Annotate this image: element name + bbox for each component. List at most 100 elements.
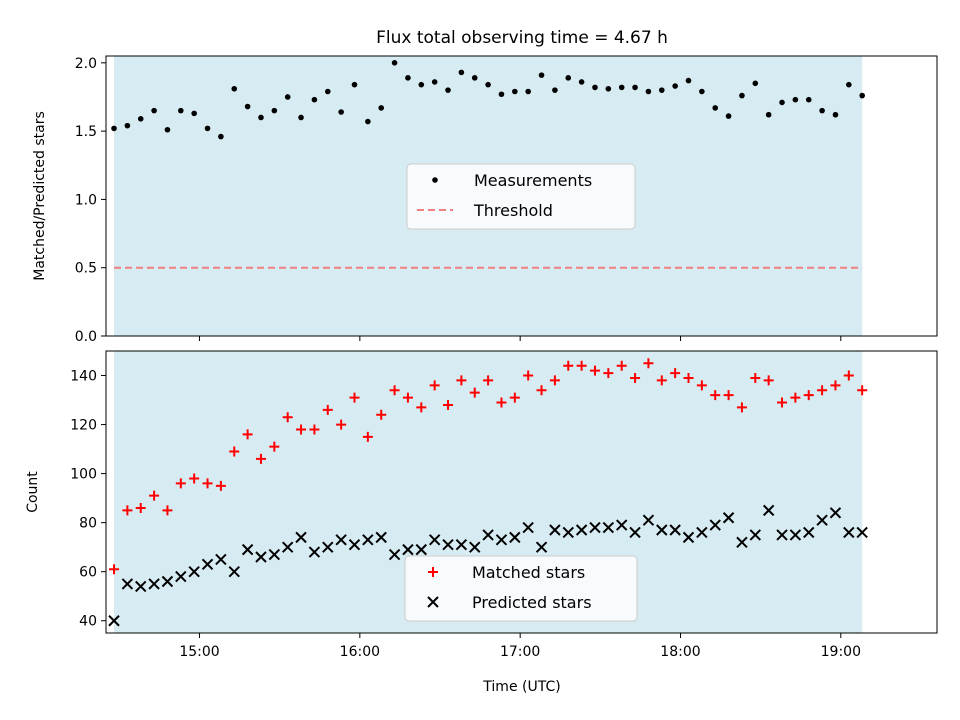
count-point — [229, 446, 240, 457]
count-point — [763, 375, 774, 386]
ratio-legend-label-1: Threshold — [473, 201, 553, 220]
count-point — [201, 558, 214, 571]
count-point — [135, 580, 147, 593]
count-point — [376, 409, 387, 420]
ratio-point — [565, 75, 572, 81]
count-y-tick-label-3: 100 — [70, 467, 97, 483]
ratio-point — [538, 72, 545, 78]
count-point — [442, 539, 454, 551]
ratio-point — [324, 88, 331, 95]
ratio-point — [431, 79, 438, 85]
count-point — [789, 529, 802, 541]
count-point — [736, 402, 747, 413]
count-point — [456, 375, 467, 386]
count-point — [709, 519, 721, 531]
ratio-point — [846, 81, 852, 88]
count-point — [536, 385, 547, 396]
ratio-point — [859, 92, 865, 99]
count-point — [215, 480, 226, 491]
count-point — [575, 524, 588, 536]
count-legend-marker-0 — [428, 567, 438, 577]
bottom-y-axis-label: Count — [25, 471, 41, 513]
count-point — [829, 507, 842, 519]
count-point — [830, 380, 841, 391]
ratio-point — [805, 96, 812, 103]
count-point — [362, 431, 373, 442]
count-point — [242, 429, 253, 440]
count-point — [603, 368, 614, 379]
count-point — [149, 490, 160, 501]
ratio-point — [685, 77, 692, 84]
ratio-legend-label-0: Measurements — [474, 171, 592, 190]
ratio-point — [752, 80, 759, 87]
count-point — [175, 570, 187, 583]
count-point — [308, 546, 321, 558]
count-point — [776, 529, 788, 541]
count-point — [188, 565, 200, 578]
count-legend-label-0: Matched stars — [472, 563, 585, 582]
ratio-point — [178, 107, 184, 114]
count-point — [602, 521, 615, 534]
ratio-point — [578, 79, 585, 85]
ratio-point — [498, 91, 505, 98]
count-point — [750, 372, 761, 383]
count-point — [696, 380, 707, 391]
count-legend-label-1: Predicted stars — [472, 593, 592, 612]
count-point — [362, 534, 374, 546]
count-point — [349, 392, 360, 403]
count-point — [108, 615, 120, 627]
count-point — [535, 541, 548, 553]
count-point — [469, 387, 480, 398]
count-point — [255, 551, 267, 563]
count-point — [295, 531, 307, 544]
ratio-point — [164, 126, 171, 133]
count-point — [549, 524, 561, 536]
x-tick-label-0: 15:00 — [179, 644, 219, 660]
count-point — [309, 424, 320, 435]
count-point — [228, 565, 240, 578]
ratio-point — [124, 122, 131, 129]
count-point — [135, 502, 146, 513]
count-point — [296, 424, 307, 435]
count-point — [402, 392, 413, 403]
count-point — [630, 372, 641, 383]
ratio-point — [271, 107, 278, 114]
ratio-point — [712, 105, 719, 111]
count-point — [509, 392, 520, 403]
ratio-y-tick-label-3: 1.5 — [75, 124, 97, 140]
count-point — [322, 404, 333, 415]
ratio-point — [137, 116, 144, 122]
ratio-point — [658, 87, 665, 93]
ratio-point — [725, 113, 732, 119]
ratio-point — [605, 85, 612, 92]
count-point — [816, 514, 828, 526]
count-point — [255, 453, 266, 464]
x-tick-label-3: 18:00 — [660, 644, 700, 660]
ratio-point — [458, 69, 465, 76]
ratio-point — [258, 114, 264, 121]
count-point — [348, 539, 361, 551]
count-point — [790, 392, 801, 403]
count-legend-box — [404, 555, 638, 622]
count-point — [696, 526, 708, 539]
count-point — [482, 529, 494, 541]
ratio-point — [231, 85, 238, 92]
count-point — [857, 385, 868, 396]
count-point — [549, 375, 560, 386]
count-point — [428, 534, 441, 546]
count-point — [616, 360, 627, 371]
count-point — [615, 519, 628, 531]
x-tick-label-4: 19:00 — [821, 644, 861, 660]
top-y-axis-label: Matched/Predicted stars — [32, 111, 48, 281]
count-y-tick-label-2: 80 — [79, 516, 97, 532]
ratio-point — [204, 125, 211, 132]
ratio-point — [311, 96, 318, 103]
ratio-y-tick-label-4: 2.0 — [75, 56, 97, 72]
ratio-point — [378, 105, 385, 111]
ratio-y-tick-label-2: 1.0 — [75, 192, 97, 208]
ratio-point — [525, 88, 531, 95]
ratio-point — [365, 118, 371, 125]
count-series-matched-stars — [109, 358, 868, 575]
ratio-point — [151, 107, 157, 114]
